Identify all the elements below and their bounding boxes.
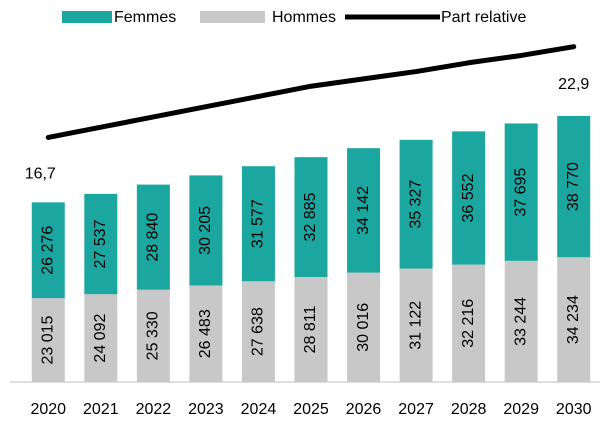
value-label: 27 638 — [250, 307, 267, 356]
bar-segment — [294, 276, 328, 382]
value-label: 28 840 — [145, 213, 162, 262]
x-tick-label: 2020 — [30, 401, 66, 418]
bar-segment — [347, 272, 381, 382]
value-label: 33 244 — [512, 297, 529, 346]
value-label: 23 015 — [39, 315, 56, 364]
value-label: 27 537 — [92, 219, 109, 268]
value-label: 37 695 — [512, 168, 529, 217]
value-label: 35 327 — [407, 180, 424, 229]
x-tick-label: 2028 — [451, 401, 487, 418]
legend-swatch — [200, 11, 265, 23]
bar-segment — [452, 264, 486, 382]
line-label: 22,9 — [558, 76, 589, 93]
legend-label: Part relative — [441, 9, 526, 26]
x-tick-label: 2021 — [83, 401, 119, 418]
legend-swatch — [62, 11, 112, 23]
value-label: 31 122 — [407, 301, 424, 350]
value-label: 26 276 — [39, 226, 56, 275]
legend-label: Femmes — [114, 9, 176, 26]
x-tick-label: 2026 — [346, 401, 382, 418]
bar-segment — [347, 148, 381, 273]
bar-segment — [84, 294, 118, 382]
value-label: 28 811 — [302, 306, 319, 354]
value-label: 24 092 — [92, 314, 109, 363]
bar-segment — [31, 202, 65, 299]
value-label: 26 483 — [197, 309, 214, 358]
bar-segment — [136, 184, 170, 290]
bar-segment — [136, 289, 170, 382]
x-tick-label: 2022 — [136, 401, 172, 418]
value-label: 25 330 — [145, 311, 162, 360]
x-tick-label: 2025 — [293, 401, 329, 418]
value-label: 38 770 — [565, 162, 582, 211]
line-label: 16,7 — [25, 166, 56, 183]
line — [45, 44, 577, 140]
bar-segment — [399, 268, 433, 382]
bar-segment — [189, 285, 223, 382]
value-label: 30 016 — [355, 303, 372, 352]
bar-segment — [557, 115, 591, 258]
value-label: 32 885 — [302, 193, 319, 242]
bar-segment — [31, 298, 65, 382]
bar-segment — [504, 260, 538, 382]
value-label: 34 234 — [565, 295, 582, 344]
value-label: 32 216 — [460, 299, 477, 348]
value-label: 31 577 — [250, 199, 267, 248]
x-tick-label: 2030 — [556, 401, 592, 418]
bar-segment — [241, 166, 275, 282]
x-tick-label: 2029 — [503, 401, 539, 418]
x-tick-label: 2024 — [241, 401, 277, 418]
bar-segment — [399, 139, 433, 269]
bar-segment — [84, 193, 118, 295]
x-tick-label: 2023 — [188, 401, 224, 418]
bar-segment — [294, 157, 328, 277]
bar-segment — [504, 123, 538, 261]
value-label: 30 205 — [197, 206, 214, 255]
legend-label: Hommes — [272, 9, 336, 26]
bar-segment — [557, 257, 591, 382]
x-tick-label: 2027 — [398, 401, 434, 418]
value-label: 36 552 — [460, 173, 477, 222]
bar-segment — [452, 131, 486, 265]
bar-segment — [189, 175, 223, 286]
value-label: 34 142 — [355, 186, 372, 235]
bar-segment — [241, 281, 275, 382]
